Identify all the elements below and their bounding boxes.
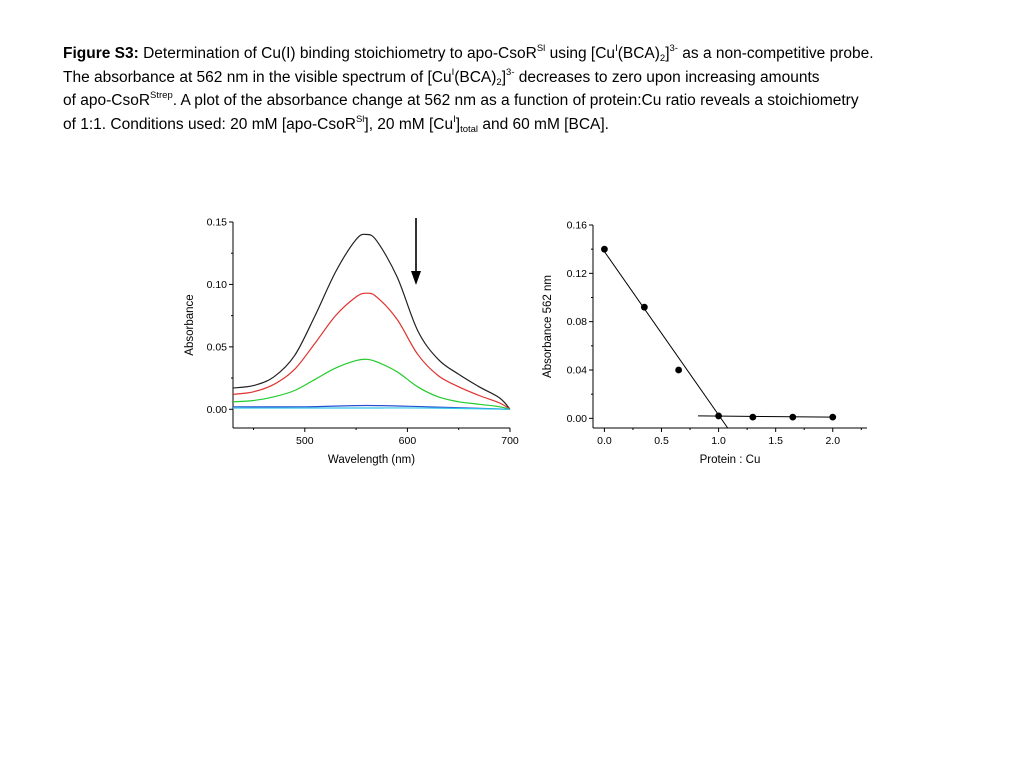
caption-line-1: Figure S3: Determination of Cu(I) bindin… [63, 42, 993, 66]
x-tick-label: 2.0 [825, 435, 840, 447]
caption-text: using [Cu [545, 45, 616, 62]
y-tick-label: 0.12 [567, 268, 588, 280]
x-tick-label: 1.0 [711, 435, 726, 447]
caption-text: . A plot of the absorbance change at 562… [172, 92, 859, 109]
x-tick-label: 600 [399, 435, 417, 447]
subscript: 2 [496, 76, 502, 88]
y-tick-label: 0.04 [567, 365, 588, 377]
spectrum-series-line-3 [232, 358, 511, 410]
y-tick-label: 0.10 [207, 279, 228, 291]
x-tick-label: 0.0 [597, 435, 612, 447]
caption-text: The absorbance at 562 nm in the visible … [63, 68, 452, 86]
spectrum-series-line-4 [232, 404, 511, 410]
superscript: 3- [506, 66, 515, 78]
caption-line-2: The absorbance at 562 nm in the visible … [63, 66, 993, 90]
caption-text: Determination of Cu(I) binding stoichiom… [138, 45, 537, 62]
caption-text: ] [455, 115, 461, 133]
caption-text: ] [665, 45, 670, 62]
spectrum-series-line-5 [233, 407, 511, 410]
figure-caption: Figure S3: Determination of Cu(I) bindin… [63, 42, 993, 136]
spectrum-series-line-1 [232, 233, 511, 410]
data-point [829, 413, 837, 421]
subscript: total [460, 123, 479, 135]
y-tick-label: 0.05 [207, 341, 228, 353]
y-axis-label: Absorbance 562 nm [542, 275, 554, 378]
titration-plot-chart: 0.0 0.5 1.0 1.5 2.0 0.00 0.04 0.08 0.12 0.16 Prote… [542, 220, 867, 466]
caption-text: and 60 mM [BCA]. [478, 115, 609, 133]
data-point [789, 413, 797, 421]
data-point [749, 413, 757, 421]
caption-text: of 1:1. Conditions used: 20 mM [apo-CsoR [63, 115, 356, 133]
superscript: Sl [536, 43, 546, 54]
fit-line-1 [604, 251, 729, 429]
data-point [601, 245, 608, 253]
data-point [675, 366, 683, 374]
data-point [640, 303, 648, 311]
superscript: I [453, 113, 456, 125]
y-tick-label: 0.00 [207, 404, 228, 416]
y-tick-label: 0.15 [207, 217, 228, 229]
y-tick-label: 0.08 [567, 316, 588, 328]
x-tick-label: 0.5 [654, 435, 669, 447]
superscript: I [615, 43, 618, 54]
y-tick-label: 0.00 [567, 413, 588, 425]
superscript: Sl [355, 113, 365, 125]
x-tick-label: 500 [296, 435, 314, 447]
x-tick-label: 1.5 [768, 435, 783, 447]
caption-text: as a non-competitive probe. [677, 45, 874, 62]
decrease-arrow-head [411, 271, 421, 285]
superscript: 3- [669, 43, 678, 54]
figure-label: Figure S3: [63, 45, 139, 62]
caption-text: (BCA) [617, 45, 660, 62]
data-point [715, 412, 722, 420]
superscript: Strep [150, 90, 173, 101]
caption-line-3: of apo-CsoRStrep. A plot of the absorban… [63, 89, 993, 113]
absorbance-spectrum-chart: 500 600 700 0.00 0.05 0.10 0.15 Wavelength (nm)… [184, 217, 519, 467]
y-tick-label: 0.16 [567, 220, 588, 232]
caption-text: (BCA) [454, 68, 497, 86]
caption-text: ] [501, 68, 507, 86]
spectrum-series-line-2 [232, 292, 511, 410]
x-axis-label: Protein : Cu [700, 454, 761, 466]
superscript: I [451, 66, 455, 78]
caption-text: ], 20 mM [Cu [364, 115, 454, 133]
y-axis-label: Absorbance [184, 294, 196, 355]
caption-line-4: of 1:1. Conditions used: 20 mM [apo-CsoR… [63, 113, 993, 137]
x-axis-label: Wavelength (nm) [328, 454, 415, 466]
x-tick-label: 700 [501, 435, 519, 447]
subscript: 2 [659, 53, 666, 64]
caption-text: of apo-CsoR [63, 92, 151, 109]
caption-text: decreases to zero upon increasing amount… [514, 68, 820, 86]
